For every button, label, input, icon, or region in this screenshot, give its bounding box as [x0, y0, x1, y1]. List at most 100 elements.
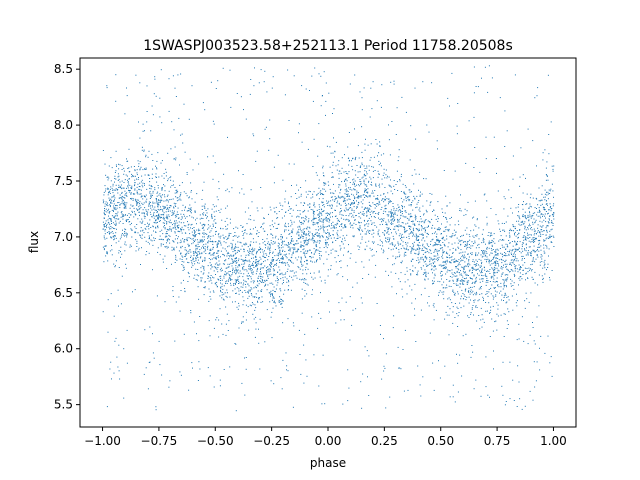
data-point: [249, 233, 251, 235]
data-point: [489, 269, 491, 270]
data-point: [493, 256, 495, 258]
data-point: [258, 283, 260, 285]
data-point: [119, 207, 121, 209]
data-point: [432, 272, 433, 274]
data-point: [511, 229, 513, 231]
data-point: [126, 221, 127, 222]
data-point: [406, 236, 408, 238]
data-point: [427, 250, 429, 252]
data-point: [300, 245, 302, 247]
data-point: [244, 290, 246, 291]
data-point: [276, 217, 278, 219]
data-point: [467, 315, 469, 317]
data-point: [260, 271, 261, 273]
data-point: [448, 228, 450, 230]
data-point: [269, 247, 271, 249]
data-point: [406, 217, 408, 219]
data-point: [478, 258, 480, 260]
data-point: [128, 167, 130, 169]
data-point: [364, 190, 366, 192]
data-point: [124, 194, 126, 196]
data-point: [144, 169, 146, 170]
data-point: [515, 302, 517, 304]
data-point: [245, 242, 247, 244]
data-point: [326, 200, 328, 202]
data-point: [207, 265, 209, 267]
data-point: [397, 225, 399, 227]
data-point: [439, 244, 441, 246]
data-point: [421, 250, 423, 251]
data-point: [408, 235, 410, 237]
data-point: [508, 251, 510, 253]
data-point: [323, 184, 325, 186]
data-point: [433, 255, 435, 257]
data-point: [386, 227, 388, 229]
data-point: [147, 222, 148, 224]
data-point: [529, 212, 531, 214]
data-point: [460, 295, 462, 297]
data-point: [387, 175, 388, 177]
data-point: [472, 261, 474, 262]
data-point: [442, 254, 443, 256]
data-point: [229, 263, 231, 265]
data-point: [176, 225, 178, 227]
data-point: [270, 316, 272, 318]
data-point: [218, 319, 220, 321]
data-point: [122, 229, 123, 231]
data-point: [279, 254, 281, 256]
data-point: [392, 216, 394, 217]
data-point: [303, 231, 305, 232]
data-point: [400, 238, 401, 240]
data-point: [123, 182, 125, 183]
data-point: [358, 249, 360, 250]
data-point: [433, 263, 434, 265]
data-point: [322, 172, 324, 174]
data-point: [226, 296, 228, 298]
data-point: [134, 189, 136, 191]
data-point: [488, 247, 490, 249]
data-point: [412, 265, 414, 267]
data-point: [526, 298, 528, 300]
data-point: [154, 238, 156, 239]
data-point: [111, 249, 113, 251]
data-point: [327, 232, 329, 233]
data-point: [213, 270, 215, 272]
data-point: [218, 255, 219, 257]
data-point: [189, 204, 191, 206]
data-point: [538, 209, 540, 211]
data-point: [189, 233, 191, 235]
data-point: [113, 227, 114, 229]
data-point: [507, 251, 509, 252]
data-point: [123, 201, 125, 203]
data-point: [225, 228, 227, 230]
data-point: [210, 298, 212, 300]
data-point: [402, 222, 404, 224]
data-point: [226, 239, 228, 240]
data-point: [316, 246, 318, 248]
data-point: [528, 240, 530, 242]
data-point: [426, 248, 428, 250]
data-point: [490, 287, 492, 289]
data-point: [464, 208, 466, 210]
data-point: [216, 247, 218, 248]
data-point: [191, 231, 193, 233]
data-point: [440, 270, 442, 272]
data-point: [174, 204, 176, 206]
data-point: [231, 243, 233, 245]
data-point: [329, 188, 331, 190]
data-point: [434, 227, 436, 229]
data-point: [481, 268, 483, 270]
data-point: [545, 234, 547, 236]
data-point: [486, 270, 488, 272]
data-point: [465, 288, 467, 290]
data-point: [173, 210, 175, 212]
data-point: [455, 249, 457, 251]
data-point: [218, 260, 220, 262]
data-point: [168, 229, 170, 231]
data-point: [539, 240, 541, 242]
data-point: [469, 293, 471, 295]
data-point: [428, 225, 429, 227]
data-point: [318, 242, 320, 244]
data-point: [532, 257, 534, 259]
